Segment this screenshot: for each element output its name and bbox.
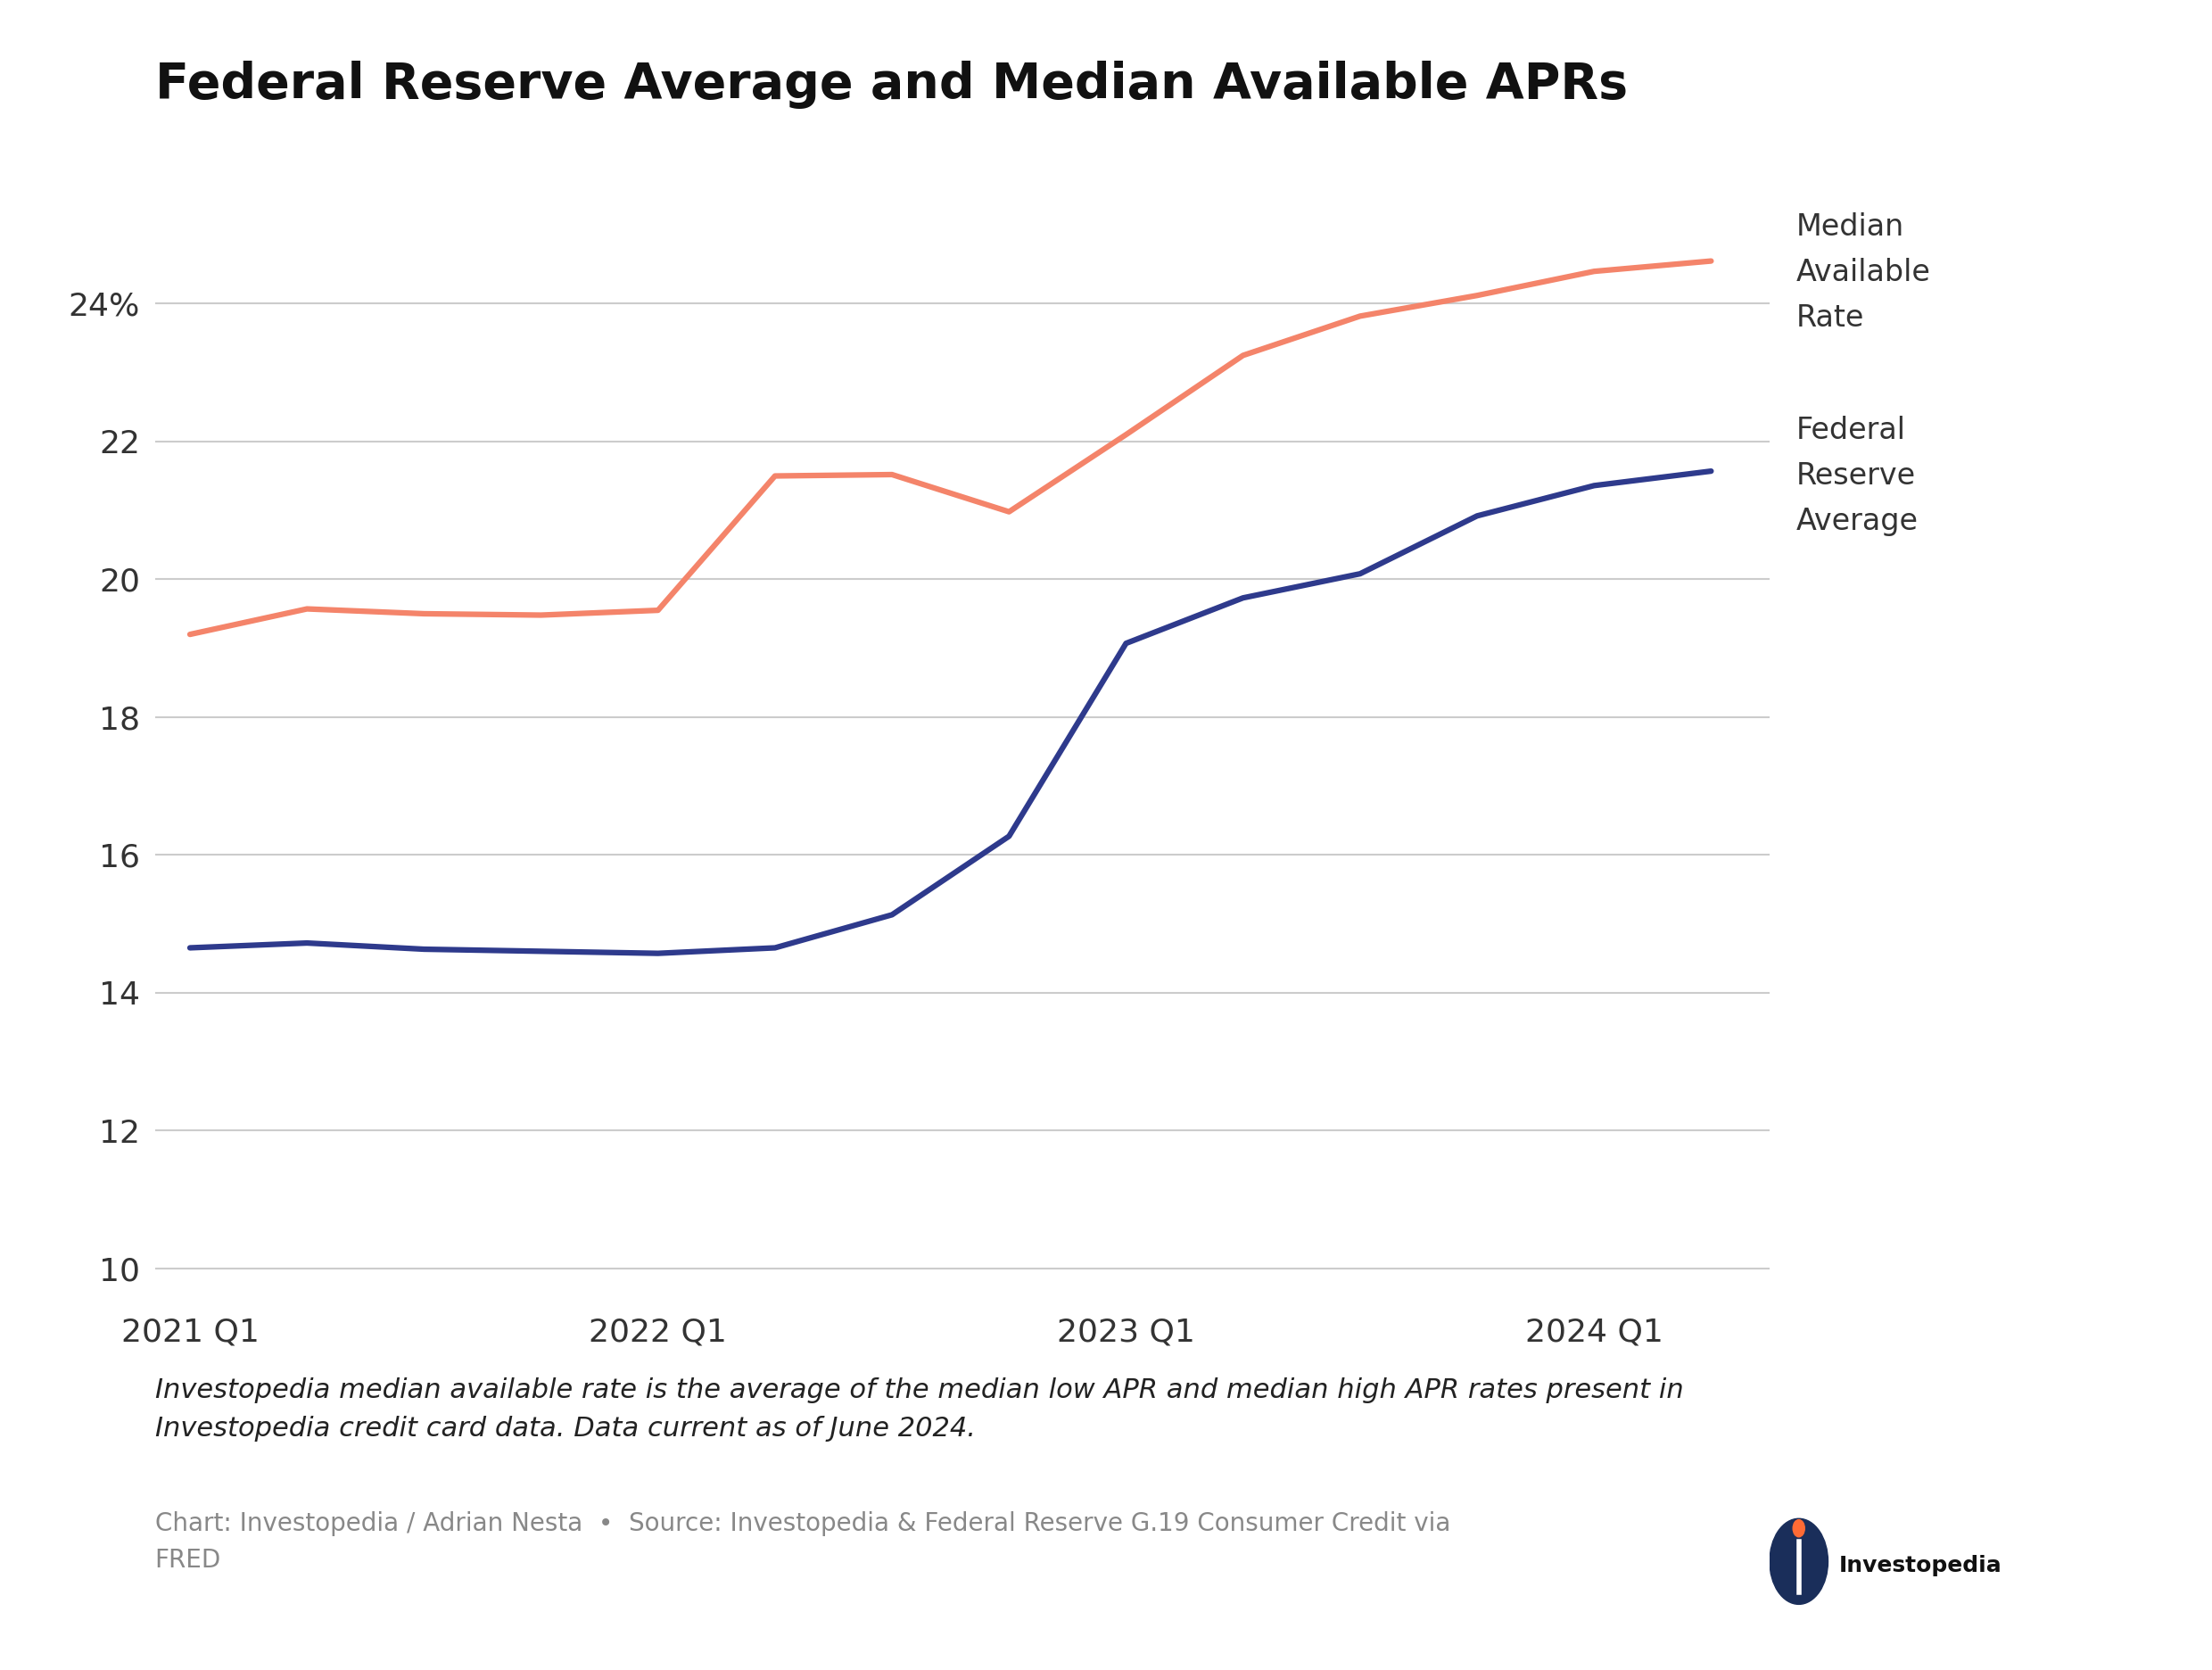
Text: Federal Reserve Average and Median Available APRs: Federal Reserve Average and Median Avail…: [155, 60, 1628, 109]
Circle shape: [1794, 1520, 1805, 1536]
Text: Investopedia median available rate is the average of the median low APR and medi: Investopedia median available rate is th…: [155, 1378, 1683, 1441]
Text: Federal
Reserve
Average: Federal Reserve Average: [1796, 416, 1918, 536]
Text: Chart: Investopedia / Adrian Nesta  •  Source: Investopedia & Federal Reserve G.: Chart: Investopedia / Adrian Nesta • Sou…: [155, 1511, 1451, 1573]
Text: Median
Available
Rate: Median Available Rate: [1796, 212, 1931, 332]
Circle shape: [1770, 1518, 1827, 1605]
Text: Investopedia: Investopedia: [1838, 1555, 2002, 1576]
